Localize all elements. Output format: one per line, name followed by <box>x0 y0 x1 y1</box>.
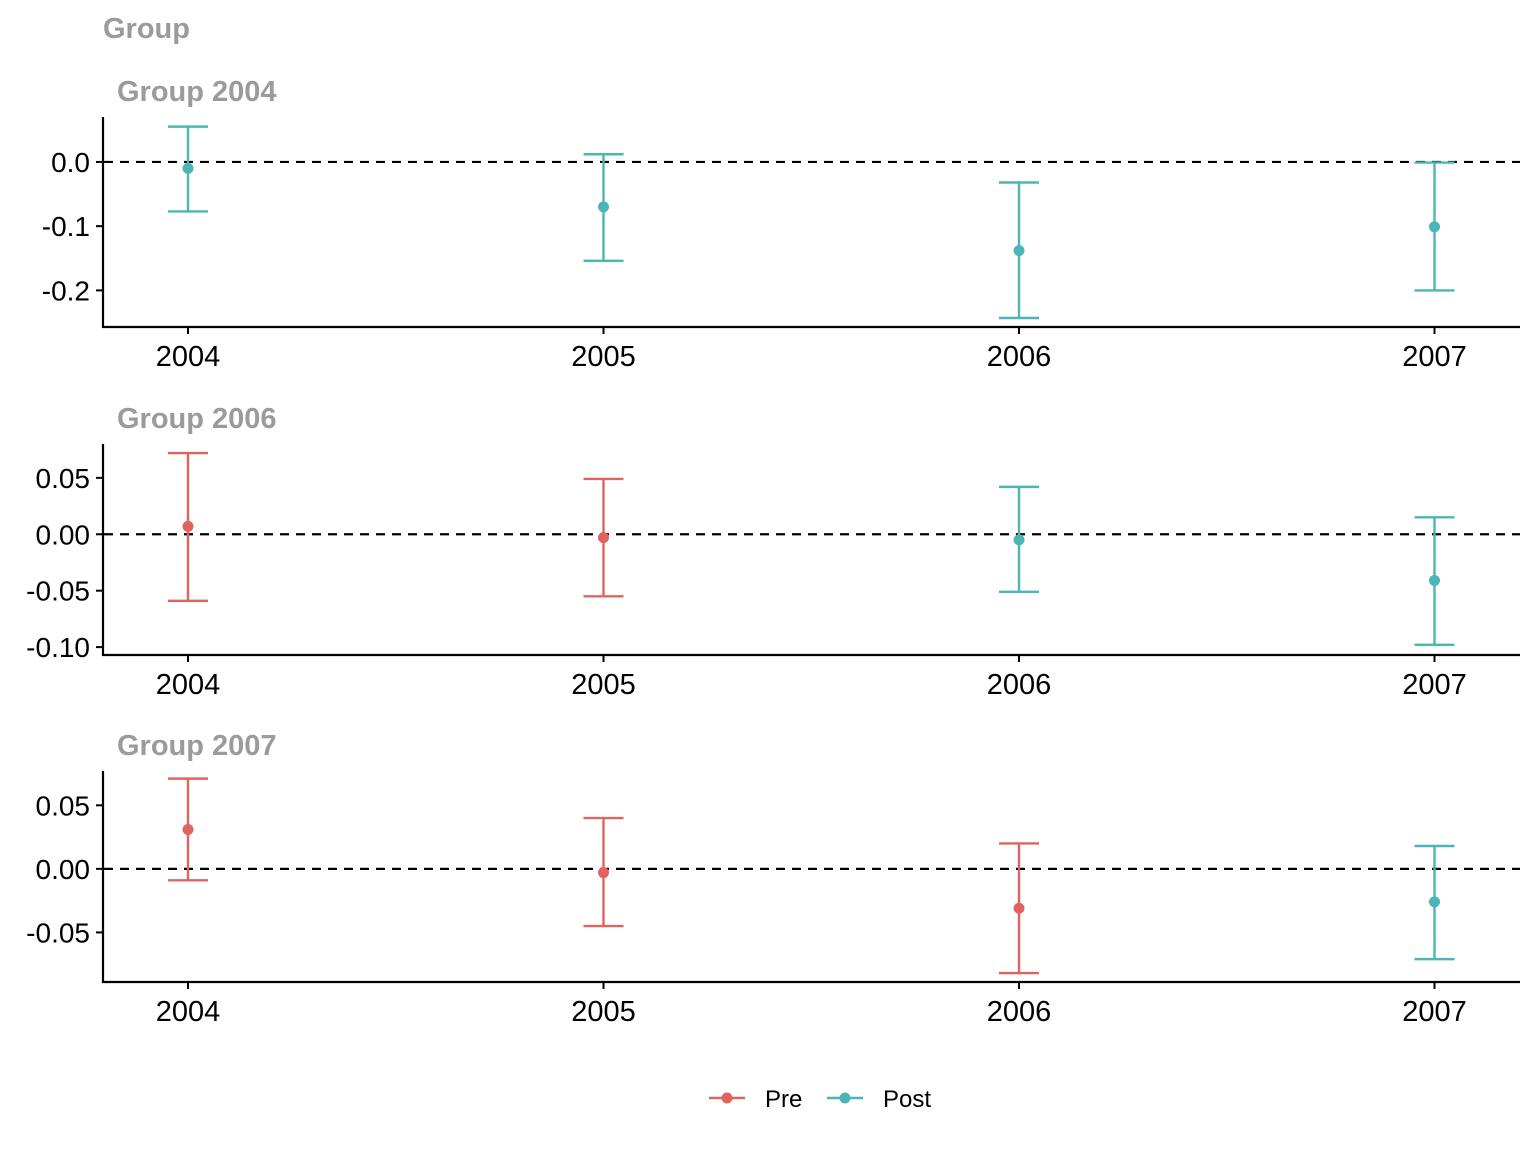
y-tick-label: 0.05 <box>36 790 91 821</box>
panel-group-2007: Group 2007 0.05 0.00 -0.05 2004 2005 2006 2007 <box>26 730 1520 1028</box>
y-tick-label: 0.0 <box>51 147 90 178</box>
point-estimate <box>1429 221 1440 233</box>
errorbar-pre-2004 <box>168 777 208 882</box>
errorbar-pre-2006 <box>999 842 1039 975</box>
x-tick-label: 2007 <box>1402 341 1467 373</box>
y-tick-label: -0.10 <box>26 632 90 663</box>
errorbar-pre-2004 <box>168 451 208 603</box>
point-estimate <box>1013 534 1025 546</box>
x-tick-label: 2005 <box>571 669 636 701</box>
legend-marker <box>721 1092 733 1104</box>
panel-group-2006: Group 2006 0.05 0.00 -0.05 -0.10 2004 2005 2006… <box>26 403 1520 701</box>
legend-marker <box>839 1092 851 1104</box>
errorbar-post-2007 <box>1414 516 1455 647</box>
errorbar-pre-2005 <box>583 816 624 928</box>
errorbar-post-2006 <box>999 485 1039 594</box>
x-tick-label: 2006 <box>987 341 1052 373</box>
errorbar-pre-2005 <box>583 477 624 598</box>
legend: Pre Post <box>709 1086 931 1113</box>
legend-label: Post <box>883 1086 931 1113</box>
x-tick-label: 2004 <box>156 996 221 1028</box>
point-estimate <box>182 520 194 532</box>
legend-item-pre: Pre <box>709 1086 802 1113</box>
x-tick-label: 2007 <box>1402 996 1467 1028</box>
point-estimate <box>1429 896 1440 908</box>
panel-group-2004: Group 2004 0.0 -0.1 -0.2 2004 2005 2006 2007 <box>42 76 1520 373</box>
point-estimate <box>598 867 609 879</box>
x-tick-label: 2005 <box>571 996 636 1028</box>
errorbar-post-2004 <box>168 125 208 213</box>
point-estimate <box>182 162 194 174</box>
errorbar-post-2006 <box>999 181 1039 320</box>
x-tick-label: 2005 <box>571 341 636 373</box>
x-tick-label: 2007 <box>1402 669 1467 701</box>
legend-item-post: Post <box>827 1086 931 1113</box>
chart-title: Group <box>103 13 190 45</box>
y-tick-label: -0.2 <box>42 275 90 306</box>
panel-title: Group 2006 <box>117 403 277 435</box>
point-estimate <box>598 201 609 213</box>
legend-label: Pre <box>765 1086 802 1113</box>
errorbar-post-2007 <box>1414 844 1455 961</box>
y-tick-label: -0.05 <box>26 917 90 948</box>
y-tick-label: 0.00 <box>36 854 91 885</box>
point-estimate <box>1429 575 1440 587</box>
x-tick-label: 2004 <box>156 669 221 701</box>
errorbar-post-2007 <box>1414 161 1455 292</box>
x-tick-label: 2004 <box>156 341 221 373</box>
y-tick-label: 0.00 <box>36 519 91 550</box>
point-estimate <box>182 823 194 835</box>
y-tick-label: -0.1 <box>42 211 90 242</box>
point-estimate <box>598 532 609 544</box>
x-tick-label: 2006 <box>987 996 1052 1028</box>
point-estimate <box>1013 245 1025 257</box>
x-tick-label: 2006 <box>987 669 1052 701</box>
panel-title: Group 2004 <box>117 76 277 108</box>
y-tick-label: -0.05 <box>26 576 90 607</box>
y-tick-label: 0.05 <box>36 463 91 494</box>
point-estimate <box>1013 902 1025 914</box>
panel-title: Group 2007 <box>117 730 277 762</box>
errorbar-post-2005 <box>583 153 624 263</box>
